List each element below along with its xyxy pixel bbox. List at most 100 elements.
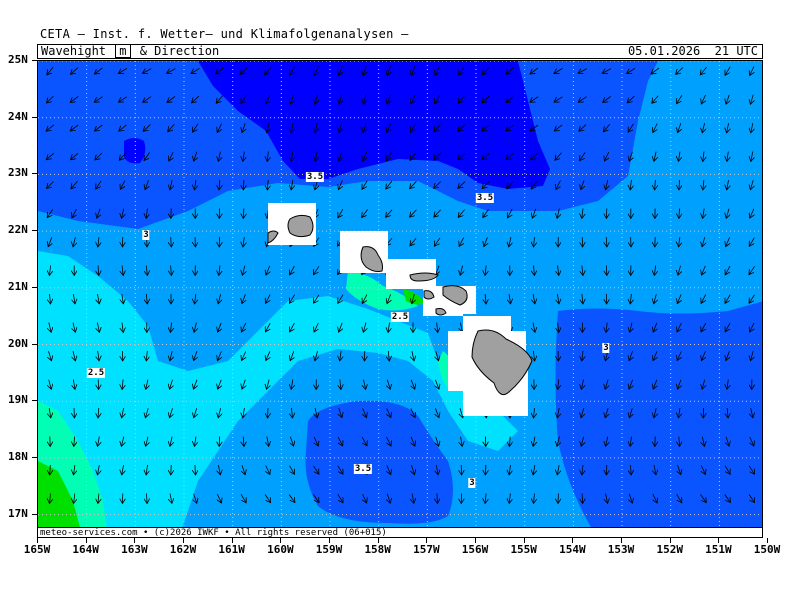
direction-arrow <box>49 408 51 418</box>
direction-arrow <box>46 152 55 159</box>
direction-arrow <box>630 436 631 447</box>
direction-arrow <box>337 493 343 503</box>
direction-arrow <box>702 123 704 133</box>
direction-arrow <box>458 209 465 218</box>
direction-arrow <box>241 322 245 332</box>
direction-arrow <box>726 351 730 360</box>
island-oahu <box>360 246 383 272</box>
direction-arrow <box>242 465 245 474</box>
longitude-label: 151W <box>705 543 732 556</box>
direction-arrow <box>292 407 293 418</box>
wave-direction-arrows <box>46 66 755 503</box>
direction-arrow <box>267 436 269 447</box>
direction-arrow <box>363 408 367 417</box>
direction-arrow <box>122 408 124 418</box>
direction-arrow <box>122 379 123 390</box>
direction-arrow <box>606 322 607 333</box>
direction-arrow <box>677 351 681 361</box>
direction-arrow <box>217 351 221 360</box>
direction-arrow <box>98 294 100 304</box>
direction-arrow <box>655 179 656 190</box>
direction-arrow <box>170 180 172 190</box>
direction-arrow <box>679 208 680 219</box>
direction-arrow <box>388 350 389 361</box>
direction-arrow <box>363 493 367 503</box>
direction-arrow <box>98 265 99 276</box>
direction-arrow <box>94 96 103 103</box>
direction-arrow <box>387 123 391 132</box>
direction-arrow <box>194 436 196 447</box>
direction-arrow <box>437 322 438 333</box>
direction-arrow <box>749 237 755 247</box>
copyright-footer: meteo-services.com • (c)2026 IWKF • All … <box>38 527 762 538</box>
direction-arrow <box>49 322 51 333</box>
direction-arrow <box>340 351 341 361</box>
direction-arrow <box>46 124 55 131</box>
direction-arrow <box>485 293 486 304</box>
direction-arrow <box>533 322 535 333</box>
direction-arrow <box>727 151 728 162</box>
direction-arrow <box>216 95 223 104</box>
direction-arrow <box>95 152 103 160</box>
direction-arrow <box>703 151 704 162</box>
direction-arrow <box>653 493 657 503</box>
direction-arrow <box>509 237 511 247</box>
latitude-tick <box>32 513 37 515</box>
direction-arrow <box>315 151 317 162</box>
direction-arrow <box>725 66 731 76</box>
direction-arrow <box>534 236 535 247</box>
direction-arrow <box>750 66 754 76</box>
direction-arrow <box>169 151 173 161</box>
direction-arrow <box>242 294 246 303</box>
direction-arrow <box>727 180 729 190</box>
wave-zone-3-5-east <box>555 301 762 537</box>
direction-arrow <box>629 493 632 503</box>
direction-arrow <box>70 124 79 131</box>
direction-arrow <box>387 408 391 418</box>
direction-arrow <box>314 322 318 332</box>
direction-arrow <box>678 379 681 389</box>
direction-arrow <box>751 351 754 361</box>
direction-arrow <box>411 408 415 418</box>
map-area <box>37 60 763 538</box>
direction-arrow <box>146 379 148 390</box>
direction-arrow <box>410 123 416 133</box>
direction-arrow <box>98 493 99 504</box>
latitude-label: 18N <box>8 449 28 463</box>
direction-arrow <box>749 294 755 303</box>
direction-arrow <box>339 94 341 105</box>
latitude-tick <box>32 60 37 61</box>
direction-arrow <box>654 294 657 304</box>
direction-arrow <box>748 494 755 502</box>
direction-arrow <box>361 436 367 446</box>
direction-arrow <box>482 95 490 103</box>
direction-arrow <box>412 493 414 504</box>
direction-arrow <box>750 208 754 218</box>
direction-arrow <box>146 464 147 475</box>
direction-arrow <box>651 67 660 74</box>
direction-arrow <box>436 436 439 447</box>
direction-arrow <box>170 379 173 390</box>
direction-arrow <box>459 66 465 75</box>
direction-arrow <box>386 180 393 189</box>
direction-arrow <box>219 179 220 190</box>
direction-arrow <box>724 494 731 503</box>
direction-arrow <box>531 180 538 189</box>
direction-arrow <box>194 351 197 360</box>
latitude-label: 19N <box>8 393 28 407</box>
direction-arrow <box>410 152 417 161</box>
direction-arrow <box>629 408 632 418</box>
direction-arrow <box>458 124 466 132</box>
longitude-label: 165W <box>23 543 51 556</box>
direction-arrow <box>750 322 754 332</box>
direction-arrow <box>458 152 466 160</box>
latitude-tick <box>32 230 37 232</box>
direction-arrow <box>629 351 632 360</box>
direction-arrow <box>630 293 631 304</box>
contour-label: 2.5 <box>86 368 106 378</box>
direction-arrow <box>485 464 486 475</box>
direction-arrow <box>603 123 611 132</box>
direction-arrow <box>557 294 559 304</box>
direction-arrow <box>170 408 173 418</box>
direction-arrow <box>750 94 753 105</box>
